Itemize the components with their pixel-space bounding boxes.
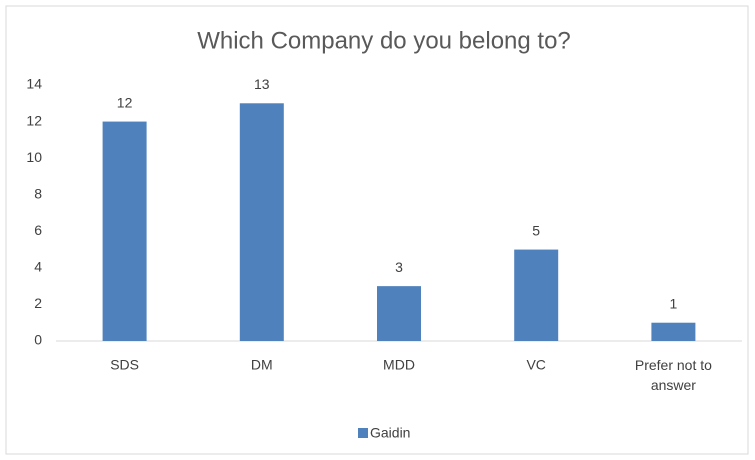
y-tick-label: 4	[34, 259, 42, 275]
data-label: 13	[254, 76, 270, 92]
data-label: 5	[532, 222, 540, 238]
data-label: 12	[117, 94, 133, 110]
bar	[377, 286, 421, 341]
x-tick-label: MDD	[383, 357, 415, 373]
bar	[651, 322, 696, 341]
y-tick-label: 10	[26, 149, 42, 165]
y-tick-label: 8	[34, 185, 42, 201]
x-tick-label: VC	[526, 357, 545, 373]
y-tick-label: 12	[26, 112, 42, 128]
data-label: 1	[670, 295, 678, 311]
chart-title: Which Company do you belong to?	[197, 27, 571, 54]
y-tick-label: 2	[34, 295, 42, 311]
x-tick-label: DM	[251, 357, 273, 373]
y-tick-label: 14	[26, 76, 42, 92]
x-tick-label: SDS	[110, 357, 139, 373]
data-label: 3	[395, 259, 403, 275]
legend-swatch	[358, 428, 368, 438]
x-tick-label: Prefer not to answer	[635, 357, 712, 393]
legend-label: Gaidin	[370, 425, 410, 441]
y-tick-label: 6	[34, 222, 42, 238]
bar	[239, 103, 284, 342]
bar	[102, 121, 147, 341]
y-tick-label: 0	[34, 332, 42, 348]
bar	[514, 249, 559, 341]
